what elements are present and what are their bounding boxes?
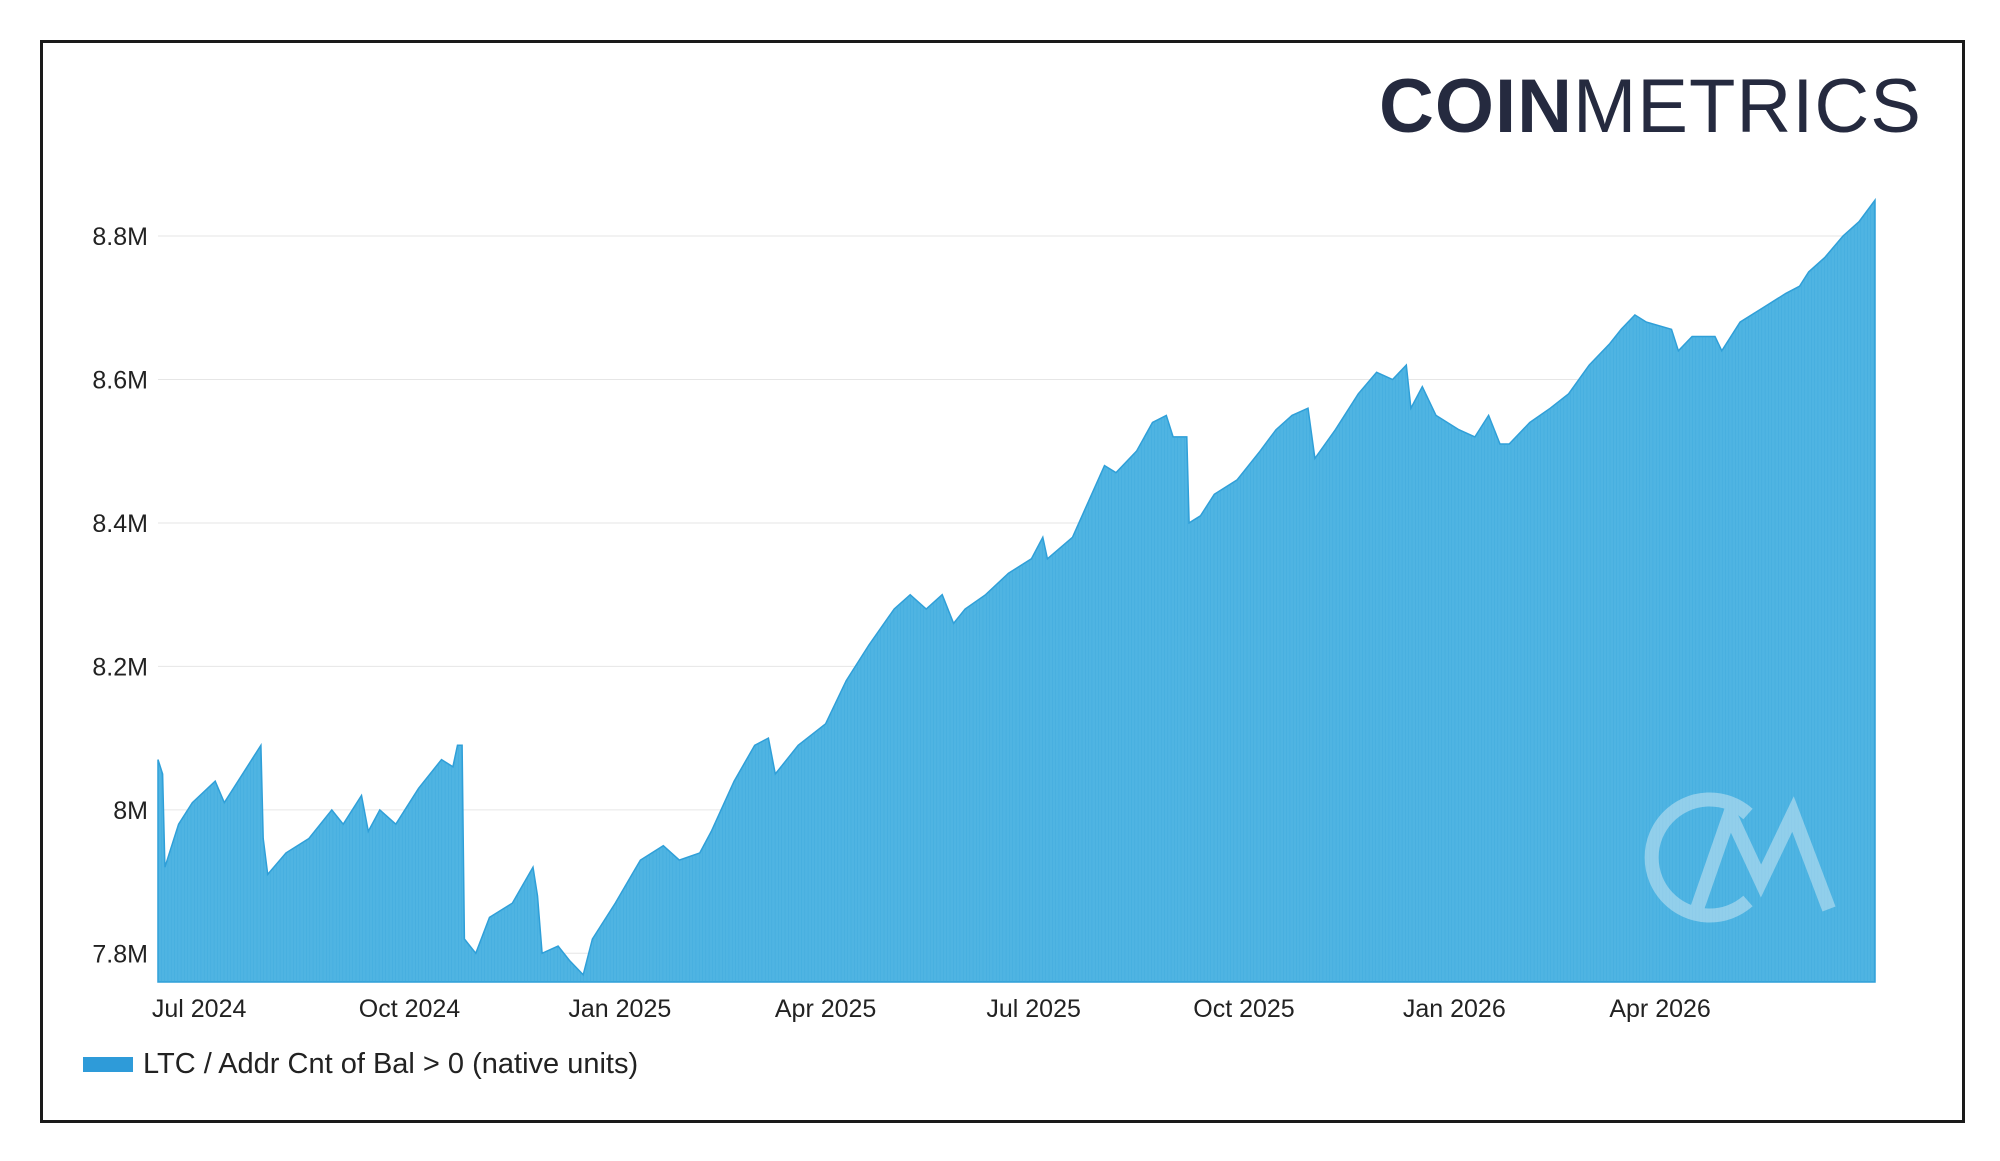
y-tick-label: 8M [113,797,148,825]
y-tick-label: 8.8M [92,223,148,251]
series-area [157,197,1876,983]
legend-label: LTC / Addr Cnt of Bal > 0 (native units) [143,1048,639,1080]
data-area [157,197,1876,983]
legend-swatch [83,1057,133,1072]
y-tick-label: 8.2M [92,653,148,681]
chart-frame: COINMETRICS 7.8M 8M 8.2M 8.4M 8.6M 8.8M Jul 2… [40,40,1965,1123]
watermark-m [1690,795,1836,912]
logo-light-text: METRICS [1573,64,1922,149]
watermark-c [1644,792,1753,923]
y-tick-label: 8.6M [92,366,148,394]
x-tick-label: Oct 2025 [1193,995,1294,1023]
y-tick-label: 7.8M [92,940,148,968]
series-stripes [158,200,1875,982]
x-tick-label: Jul 2024 [152,995,247,1023]
x-tick-label: Jan 2025 [568,995,671,1023]
x-axis-ticks: Jul 2024 Oct 2024 Jan 2025 Apr 2025 Jul 2025… [152,995,1711,1023]
coinmetrics-logo: COINMETRICS [1379,69,1922,145]
x-tick-label: Jul 2025 [986,995,1081,1023]
y-axis-ticks: 7.8M 8M 8.2M 8.4M 8.6M 8.8M [92,223,148,968]
legend[interactable]: LTC / Addr Cnt of Bal > 0 (native units) [83,1048,638,1081]
x-tick-label: Jan 2026 [1403,995,1506,1023]
x-tick-label: Oct 2024 [359,995,461,1023]
logo-bold-text: COIN [1379,64,1573,149]
y-tick-label: 8.4M [92,510,148,538]
x-tick-label: Apr 2025 [775,995,876,1023]
cm-watermark [1644,792,1836,923]
x-tick-label: Apr 2026 [1609,995,1710,1023]
